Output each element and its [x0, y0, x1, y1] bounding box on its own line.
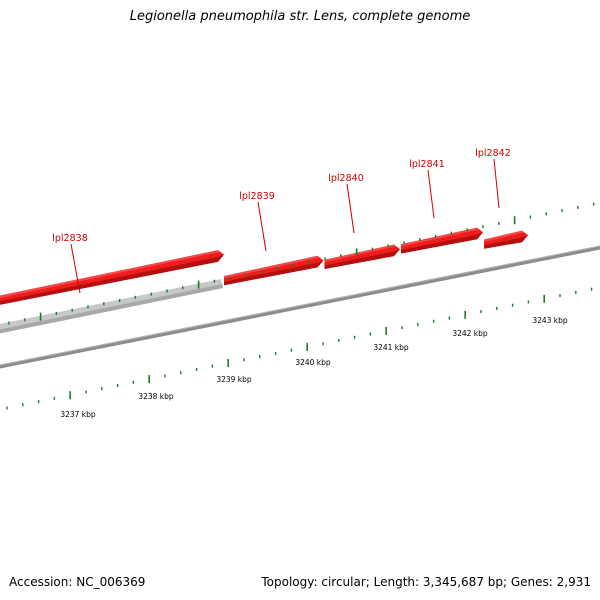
- gene-label-lpl2841[interactable]: lpl2841: [409, 159, 445, 170]
- gene-label-lpl2838[interactable]: lpl2838: [52, 233, 88, 244]
- gene-arrow-shade: [401, 232, 483, 254]
- gene-leader-line: [257, 201, 267, 252]
- gene-leader-line: [70, 243, 81, 294]
- topology-text: Topology: circular; Length: 3,345,687 bp…: [261, 575, 591, 589]
- genome-backbone-highlight: [0, 245, 600, 366]
- scale-label: 3240 kbp: [295, 358, 331, 367]
- gene-labels: lpl2838 lpl2839 lpl2840 lpl2841 lpl2842: [52, 148, 511, 294]
- genes-layer: [0, 227, 528, 305]
- scale-label: 3239 kbp: [216, 375, 252, 384]
- accession-text: Accession: NC_006369: [9, 575, 146, 589]
- gene-label-lpl2840[interactable]: lpl2840: [328, 173, 364, 184]
- gene-arrow-highlight: [324, 244, 396, 263]
- gene-leader-line: [427, 169, 435, 219]
- scale-label: 3243 kbp: [532, 316, 568, 325]
- scale-label: 3238 kbp: [138, 392, 174, 401]
- gene-arrow-shade: [224, 260, 324, 286]
- inner-tick-track: [6, 287, 593, 410]
- gene-leader-line: [493, 158, 500, 209]
- gene-arrow-shade: [484, 235, 528, 249]
- genome-backbone: [0, 245, 600, 369]
- scale-label: 3241 kbp: [373, 343, 409, 352]
- backbone-group: [0, 245, 600, 369]
- gene-leader-line: [346, 183, 355, 234]
- gene-label-lpl2842[interactable]: lpl2842: [475, 148, 511, 159]
- gene-arrow-highlight: [224, 255, 320, 279]
- gene-arrow-shade: [0, 254, 224, 305]
- gene-arrow-highlight: [401, 227, 479, 247]
- scale-label: 3237 kbp: [60, 410, 96, 419]
- gene-arrow-shade: [324, 249, 400, 269]
- gene-arrow-highlight: [484, 230, 524, 242]
- outer-tick-track: [8, 202, 595, 325]
- scale-label: 3242 kbp: [452, 329, 488, 338]
- ghost-gene-bar-shade: [0, 284, 223, 334]
- gene-label-lpl2839[interactable]: lpl2839: [239, 191, 275, 202]
- map-title: Legionella pneumophila str. Lens, comple…: [129, 9, 471, 24]
- scale-labels: 3237 kbp 3238 kbp 3239 kbp 3240 kbp 3241 kbp…: [60, 316, 568, 419]
- gene-arrow-highlight: [0, 250, 220, 298]
